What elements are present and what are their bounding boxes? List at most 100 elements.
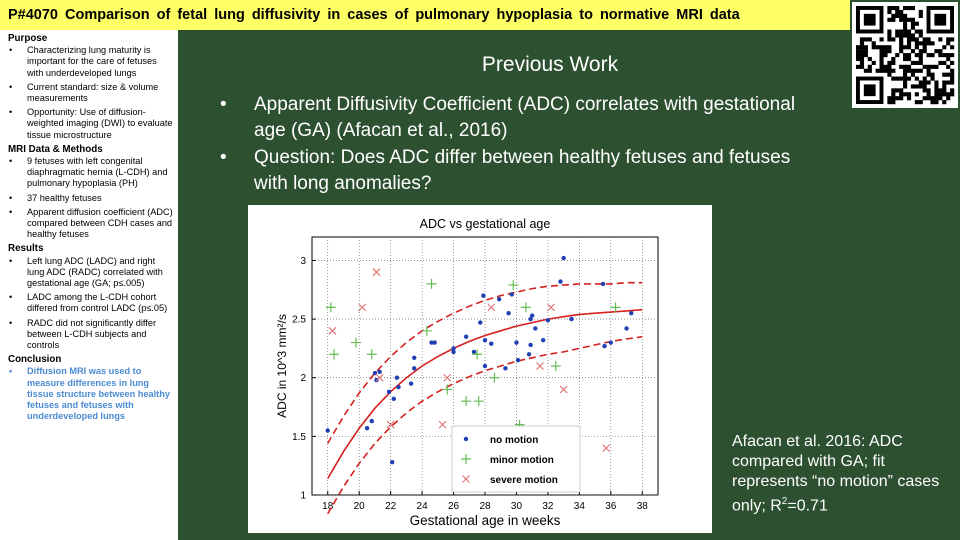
qr-module (863, 49, 868, 54)
qr-module (906, 6, 912, 11)
qr-module (895, 29, 900, 34)
qr-module (930, 76, 935, 81)
minor-motion-point (472, 349, 483, 360)
qr-module (899, 76, 904, 81)
qr-module (899, 45, 904, 50)
qr-module (918, 49, 923, 54)
qr-code-graphic (856, 6, 955, 105)
qr-module (856, 45, 861, 50)
x-tick-label: 20 (354, 501, 366, 512)
qr-module (914, 60, 919, 65)
qr-module (914, 68, 919, 73)
qr-module (887, 29, 892, 34)
no-motion-point (478, 320, 483, 325)
qr-module (879, 68, 884, 73)
sidebar: PurposeCharacterizing lung maturity is i… (0, 30, 178, 540)
qr-module (891, 6, 896, 11)
qr-module (922, 80, 927, 85)
legend-marker (462, 475, 470, 483)
qr-module (883, 68, 888, 73)
no-motion-point (396, 384, 401, 390)
qr-module (918, 56, 923, 62)
severe-motion-point (443, 373, 452, 382)
qr-module (914, 84, 919, 89)
qr-module (938, 49, 943, 54)
qr-module (887, 68, 892, 73)
minor-motion-point (508, 280, 519, 291)
x-tick-label: 28 (479, 501, 491, 512)
qr-module (887, 6, 892, 11)
qr-module (914, 100, 919, 105)
no-motion-point (451, 349, 456, 355)
qr-module (906, 45, 912, 50)
qr-module (887, 64, 892, 69)
sidebar-list: Diffusion MRI was used to measure differ… (8, 366, 174, 422)
qr-module (871, 41, 876, 46)
qr-module (899, 41, 904, 46)
qr-module (903, 76, 908, 81)
qr-module (879, 45, 884, 50)
sidebar-list: Left lung ADC (LADC) and right lung ADC … (8, 256, 174, 352)
qr-module (859, 37, 865, 42)
qr-module (938, 88, 943, 93)
no-motion-point (325, 428, 330, 433)
caption-text: Afacan et al. 2016: ADC compared with GA… (732, 433, 940, 515)
qr-module (883, 49, 888, 54)
no-motion-point (509, 292, 514, 297)
qr-module (918, 33, 923, 38)
adc-chart-svg: 18 20 22 24 26 28 30 32 34 36 38 1 1.5 2 2.5 3 ADC vs ge… (275, 217, 659, 528)
qr-module (934, 84, 939, 89)
qr-module (922, 76, 927, 81)
qr-module (899, 9, 904, 15)
qr-module (910, 37, 915, 42)
sidebar-list: Characterizing lung maturity is importan… (8, 45, 174, 141)
severe-motion-point (559, 385, 568, 394)
qr-module (899, 17, 904, 22)
qr-module (950, 45, 955, 50)
qr-module (891, 68, 896, 73)
qr-module (906, 56, 912, 62)
no-motion-point (528, 316, 533, 322)
no-motion-point (386, 389, 392, 394)
qr-module (946, 96, 951, 101)
sidebar-list-item: LADC among the L-CDH cohort differed fro… (8, 292, 174, 314)
qr-module (879, 64, 884, 69)
qr-module (891, 92, 896, 97)
qr-module (887, 37, 892, 42)
qr-module (914, 21, 919, 26)
no-motion-point (608, 340, 614, 345)
qr-module (922, 96, 927, 101)
qr-module (918, 80, 923, 85)
no-motion-point (515, 357, 521, 363)
qr-module (910, 68, 915, 73)
qr-module (875, 45, 880, 50)
sidebar-list-item: Characterizing lung maturity is importan… (8, 45, 174, 79)
y-tick-label: 2 (300, 373, 306, 384)
bullet-adc-correlation: Apparent Diffusivity Coefficient (ADC) c… (218, 92, 818, 144)
qr-module (914, 92, 919, 97)
caption-sup: 2 (781, 496, 788, 507)
qr-code-icon[interactable] (852, 2, 958, 108)
y-tick-label: 3 (300, 256, 306, 267)
qr-module (903, 33, 908, 38)
qr-module (918, 41, 923, 46)
qr-module (930, 100, 935, 105)
qr-module (863, 53, 868, 58)
qr-module (910, 21, 915, 26)
qr-module (906, 41, 912, 46)
sidebar-heading: MRI Data & Methods (8, 143, 103, 155)
sidebar-list-item: Opportunity: Use of diffusion-weighted i… (8, 107, 174, 141)
no-motion-point (533, 326, 538, 331)
qr-module (899, 37, 904, 42)
no-motion-point (412, 366, 417, 371)
minor-motion-point (520, 302, 531, 313)
qr-module (906, 29, 912, 34)
no-motion-point (540, 338, 546, 343)
qr-module (926, 72, 931, 77)
x-tick-label: 18 (322, 501, 334, 512)
qr-module (918, 84, 923, 89)
qr-module (918, 68, 923, 73)
qr-module (871, 45, 876, 50)
qr-module (934, 80, 939, 85)
no-motion-point (569, 316, 574, 322)
